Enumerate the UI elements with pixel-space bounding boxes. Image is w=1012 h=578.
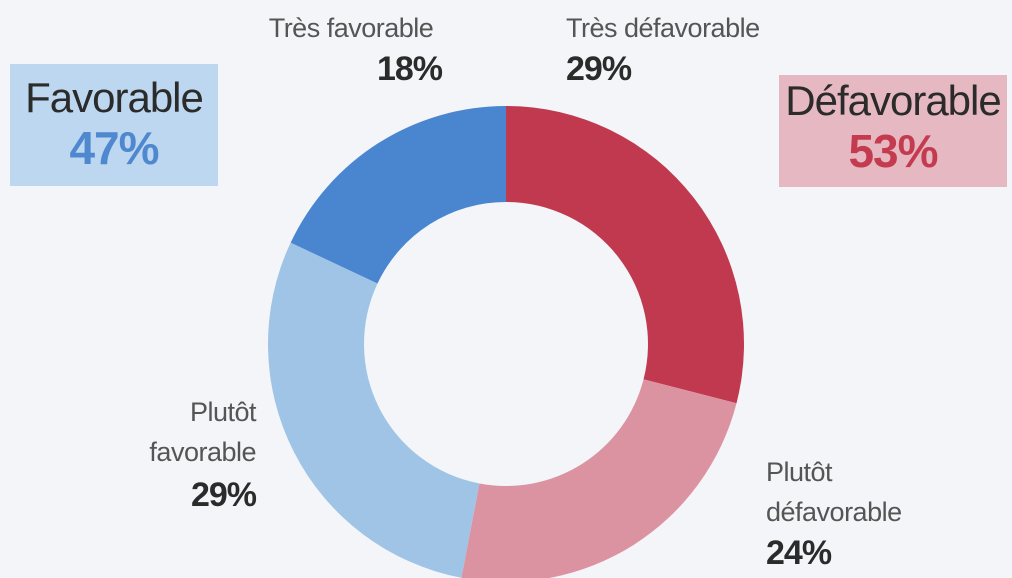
tres-defavorable-label: Très défavorable 29% — [566, 8, 806, 90]
plutot-favorable-value: 29% — [190, 476, 257, 514]
tres-favorable-value: 18% — [376, 50, 443, 88]
tres-favorable-label: Très favorable 18% — [256, 8, 446, 90]
donut-slice-plutot-defavorable — [461, 379, 737, 578]
plutot-favorable-name-line2: favorable — [149, 437, 256, 467]
favorable-summary-box: Favorable 47% — [10, 64, 218, 186]
donut-slice-tres-favorable — [290, 106, 506, 284]
favorable-summary-value: 47% — [69, 122, 159, 174]
tres-favorable-name: Très favorable — [268, 13, 434, 43]
donut-slices — [268, 106, 744, 578]
favorable-summary-title: Favorable — [25, 74, 204, 121]
plutot-favorable-label: Plutôt favorable 29% — [116, 392, 257, 516]
plutot-favorable-name-line1: Plutôt — [189, 397, 257, 427]
defavorable-summary-title: Défavorable — [785, 77, 1001, 124]
defavorable-summary-value: 53% — [848, 125, 938, 177]
tres-defavorable-value: 29% — [566, 50, 632, 88]
donut-slice-plutot-favorable — [268, 242, 480, 578]
tres-defavorable-name: Très défavorable — [566, 13, 760, 43]
plutot-defavorable-label: Plutôt défavorable 24% — [766, 452, 966, 574]
plutot-defavorable-value: 24% — [766, 534, 832, 572]
defavorable-summary-box: Défavorable 53% — [779, 75, 1007, 187]
donut-slice-tres-defavorable — [506, 106, 744, 404]
plutot-defavorable-name-line1: Plutôt — [766, 457, 833, 487]
plutot-defavorable-name-line2: défavorable — [766, 497, 902, 527]
